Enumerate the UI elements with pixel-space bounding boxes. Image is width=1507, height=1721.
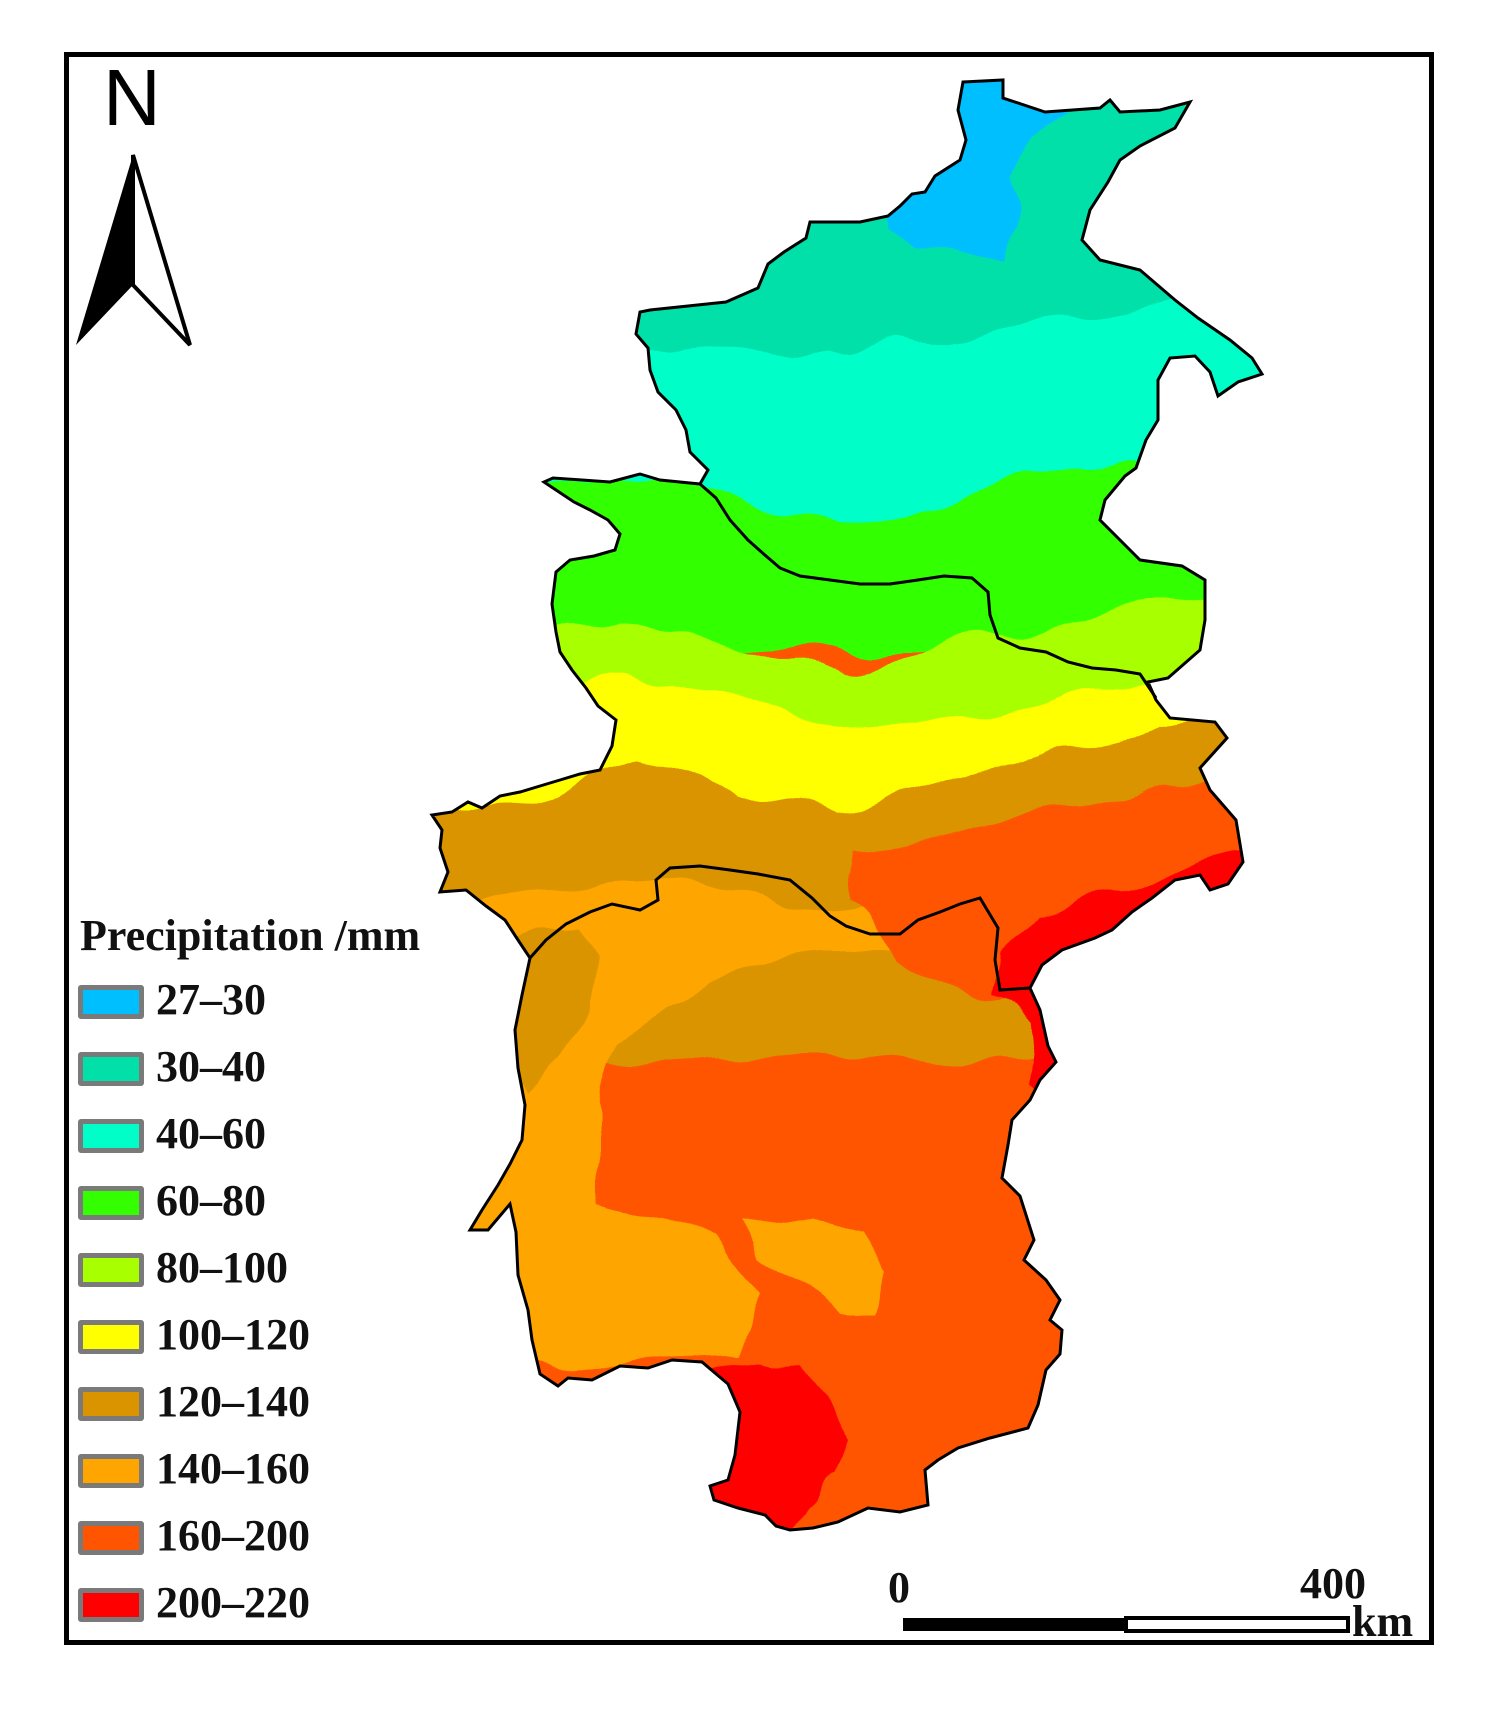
legend-label: 27–30 xyxy=(156,975,266,1024)
legend-swatch xyxy=(78,1119,144,1153)
legend-label: 200–220 xyxy=(156,1578,310,1627)
scale-start-label: 0 xyxy=(888,1563,910,1612)
north-arrow-icon xyxy=(76,154,192,347)
zone-140-160-inner xyxy=(740,1210,890,1310)
legend-swatch xyxy=(78,1588,144,1622)
legend-swatch xyxy=(78,1253,144,1287)
precipitation-zones xyxy=(432,80,1262,1530)
province-border-2 xyxy=(528,864,1031,992)
scale-unit-label: km xyxy=(1352,1597,1414,1646)
legend-swatch xyxy=(78,1186,144,1220)
legend-title: Precipitation /mm xyxy=(80,911,421,960)
scale-bar xyxy=(903,1616,1350,1633)
legend-label: 120–140 xyxy=(156,1377,310,1426)
north-label: N xyxy=(103,53,161,142)
legend-swatch xyxy=(78,985,144,1019)
scale-end-label: 400 xyxy=(1300,1559,1366,1608)
legend-swatch xyxy=(78,1052,144,1086)
legend-label: 40–60 xyxy=(156,1109,266,1158)
legend-label: 80–100 xyxy=(156,1243,288,1292)
legend-label: 100–120 xyxy=(156,1310,310,1359)
legend-label: 160–200 xyxy=(156,1511,310,1560)
legend-label: 140–160 xyxy=(156,1444,310,1493)
legend-label: 30–40 xyxy=(156,1042,266,1091)
legend-swatch xyxy=(78,1454,144,1488)
legend-swatch xyxy=(78,1387,144,1421)
legend-label: 60–80 xyxy=(156,1176,266,1225)
zone-60-80 xyxy=(432,462,1262,650)
province-border-1 xyxy=(699,482,1158,699)
legend-swatch xyxy=(78,1320,144,1354)
legend-swatch xyxy=(78,1521,144,1555)
